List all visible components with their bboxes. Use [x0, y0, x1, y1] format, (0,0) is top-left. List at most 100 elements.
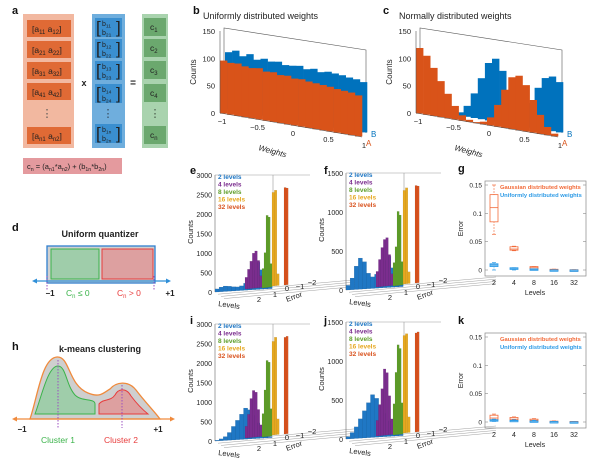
bar-2-levels	[214, 288, 220, 293]
box	[489, 194, 499, 223]
subscript: 12	[106, 45, 112, 51]
t: *b	[91, 162, 98, 171]
floor-gridline	[348, 279, 497, 293]
histogram-bar-B	[484, 63, 493, 121]
error-tick-label: −2	[308, 278, 317, 287]
bar-8-levels	[398, 214, 402, 286]
histogram-bar-A	[298, 79, 306, 127]
bar-2-levels	[218, 438, 224, 441]
matrix-a-row-text: [a41 a42]	[32, 87, 62, 99]
bar-2-levels	[354, 426, 359, 439]
bar-16-levels	[407, 271, 411, 284]
bar-4-levels	[252, 253, 256, 289]
error-tick-label: −1	[296, 282, 305, 291]
bar-2-levels	[267, 436, 273, 438]
matrix-a-row-text: [an1 an2]	[32, 131, 62, 143]
matrix-a-row	[27, 41, 71, 58]
histogram-bar-A	[522, 85, 530, 132]
y-tick-label: 2500	[196, 342, 212, 349]
y-tick-label: 1500	[327, 320, 343, 327]
y-tick-label: 100	[202, 54, 215, 63]
subscript: 11	[106, 24, 111, 30]
y-tick-label: 2000	[196, 212, 212, 219]
subscript: 4	[154, 94, 158, 100]
histogram-bar-A	[437, 81, 445, 118]
element-b: b21	[102, 30, 112, 39]
histogram-bar-B	[492, 58, 500, 122]
histogram-bar-B	[456, 112, 464, 116]
x-axis-label: Weights	[257, 143, 287, 159]
bar-2-levels	[227, 286, 232, 292]
error-tick-label: −2	[439, 276, 448, 285]
subscript: 2n	[106, 139, 112, 145]
histogram-bar-A	[529, 100, 537, 133]
element-a: a	[48, 131, 53, 141]
error-tick-label: 2	[388, 293, 392, 302]
bar-2-levels	[366, 402, 371, 438]
element-a: a	[48, 45, 53, 55]
bracket: ]	[59, 131, 61, 141]
equals-sign: =	[130, 78, 136, 89]
x-tick-label: 0.5	[323, 135, 333, 144]
bar-2-levels	[231, 286, 236, 292]
series-label-b: B	[371, 130, 376, 139]
legend-4-levels: 4 levels	[349, 329, 373, 336]
histogram-bar-A	[305, 81, 313, 128]
histogram-bar-A	[262, 71, 270, 121]
panel-label-d: d	[12, 222, 19, 234]
histogram-bar-A	[255, 68, 263, 120]
subscript: 22	[53, 51, 60, 57]
bracket-right: ]	[116, 124, 121, 143]
histogram-bar-A	[291, 78, 299, 126]
cn-negative-label: Cn ≤ 0	[66, 288, 90, 300]
y-tick-label: 150	[202, 27, 215, 36]
bar-4-levels	[385, 372, 389, 436]
x-tick-label: 0	[487, 129, 491, 138]
bar-4-levels	[259, 424, 263, 437]
matrix-b-cell	[95, 124, 122, 143]
bracket-right: ]	[116, 18, 121, 37]
y-tick-label: 0.15	[469, 335, 482, 342]
error-tick-label: −1	[296, 431, 305, 440]
chart-title: Normally distributed weights	[399, 11, 512, 21]
cluster-2-region	[98, 389, 150, 415]
levels-axis-label: Levels	[349, 297, 372, 309]
bracket: [	[32, 87, 35, 97]
bar-16-levels	[276, 418, 280, 435]
error-tick-label: −2	[439, 425, 448, 434]
bar-4-levels	[247, 414, 251, 438]
element-b: b22	[102, 51, 112, 60]
element-b: b2n	[102, 136, 112, 145]
plus-one-label: +1	[165, 289, 175, 298]
x-tick-label: 2	[492, 280, 496, 287]
t: = (a	[34, 162, 50, 171]
histogram-bar-A	[319, 85, 327, 131]
panel-label-k: k	[458, 315, 465, 327]
vector-c-cell	[144, 126, 166, 144]
x-axis	[219, 112, 363, 138]
y-tick-label: 50	[403, 82, 411, 91]
box	[509, 246, 519, 251]
error-tick-label: 0	[285, 284, 289, 293]
error-tick-label: 2	[257, 295, 261, 304]
bar-4-levels	[254, 392, 258, 438]
legend-2-levels: 2 levels	[218, 323, 242, 330]
x-axis-label: Weights	[453, 143, 483, 159]
cluster-1-label: Cluster 1	[41, 435, 75, 445]
bar-16-levels	[271, 192, 275, 287]
x-tick-label: 1	[362, 141, 366, 150]
subscript: 11	[39, 30, 46, 36]
element-a: a	[48, 66, 53, 76]
legend-32-levels: 32 levels	[218, 204, 245, 211]
bracket: [	[32, 24, 35, 34]
y-tick-label: 500	[200, 271, 212, 278]
y-tick-label: 0	[208, 290, 212, 297]
bar-16-levels	[276, 273, 280, 286]
bar-32-levels	[283, 337, 287, 435]
bar-8-levels	[400, 261, 404, 286]
bar-4-levels	[390, 273, 394, 286]
levels-axis-label: Levels	[218, 299, 241, 311]
floor-gridline	[217, 430, 366, 444]
histogram-bar-A	[451, 105, 459, 120]
